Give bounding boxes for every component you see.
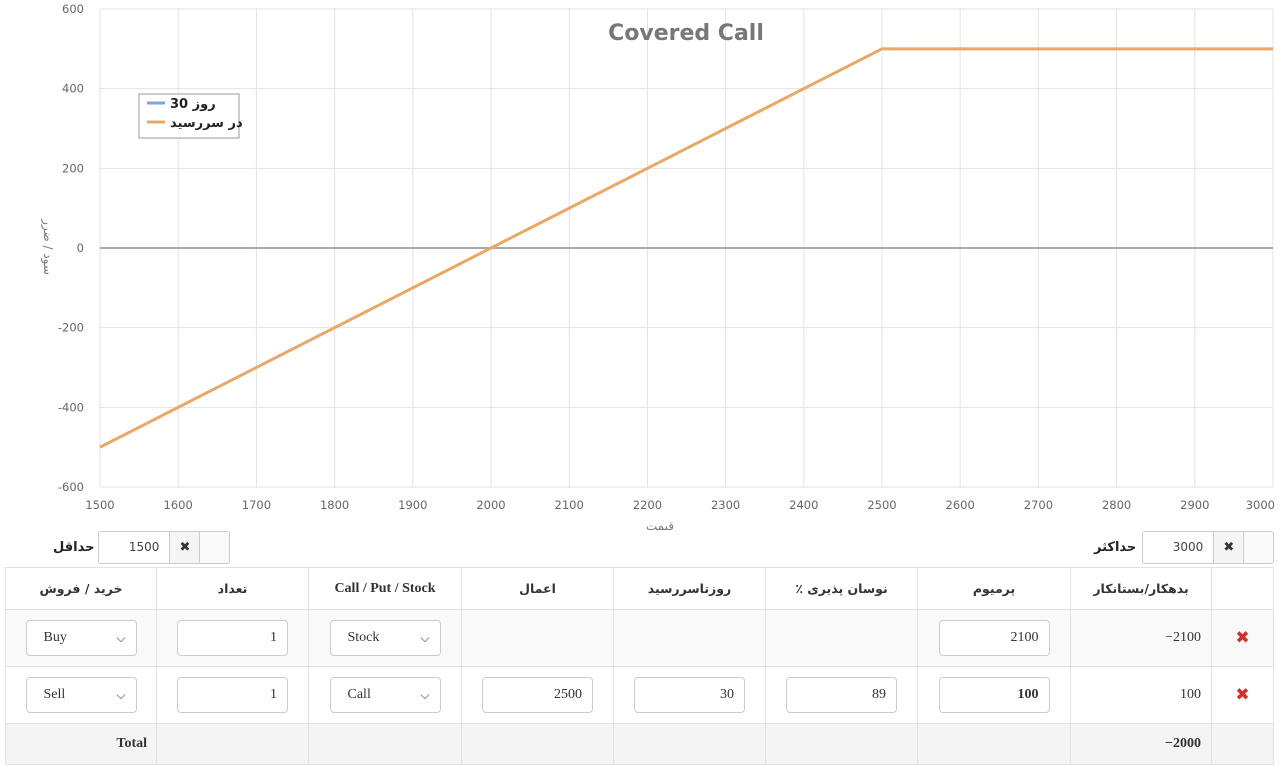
max-label: حداکثر xyxy=(1094,540,1137,555)
strike-cell xyxy=(461,609,614,667)
total-row: Total −2000 xyxy=(5,723,1274,765)
x-tick-label: 1700 xyxy=(242,498,271,512)
table-header-row: خرید / فروش تعداد Call / Put / Stock اعم… xyxy=(5,567,1274,610)
type-value: Call xyxy=(347,687,371,702)
y-tick-label: 400 xyxy=(62,82,84,96)
chevron-down-icon: ⌵ xyxy=(116,687,126,702)
chevron-down-icon: ⌵ xyxy=(420,630,430,645)
type-value: Stock xyxy=(347,630,380,645)
y-tick-label: 600 xyxy=(62,2,84,16)
chart-legend: 30 روز در سررسید xyxy=(138,93,243,139)
y-axis-ticks: -600 -400 -200 0 200 400 600 xyxy=(58,2,84,494)
side-value: Sell xyxy=(43,687,66,702)
side-select[interactable]: Buy ⌵ xyxy=(25,620,137,656)
header-side: خرید / فروش xyxy=(5,567,157,610)
delete-row-icon[interactable]: ✖ xyxy=(1235,685,1250,705)
x-tick-label: 1600 xyxy=(164,498,193,512)
header-volatility: ٪ نوسان پذیری xyxy=(765,567,918,610)
header-debit-credit: بدهکار/بستانکار xyxy=(1070,567,1212,610)
volatility-cell xyxy=(765,609,918,667)
min-label: حداقل xyxy=(53,540,95,555)
side-value: Buy xyxy=(43,630,67,645)
header-premium: پرمیوم xyxy=(917,567,1071,610)
x-tick-label: 2400 xyxy=(789,498,818,512)
y-axis-label: سود / ضرر xyxy=(40,218,55,275)
debit-credit-value: 100 xyxy=(1070,666,1212,724)
x-tick-label: 2900 xyxy=(1180,498,1209,512)
y-tick-label: 0 xyxy=(77,241,84,255)
max-clear-button[interactable]: ✖ xyxy=(1214,531,1245,564)
side-select[interactable]: Sell ⌵ xyxy=(25,677,137,713)
strike-input[interactable]: 2500 xyxy=(482,677,593,713)
header-days: روزتاسررسید xyxy=(613,567,766,610)
volatility-input[interactable]: 89 xyxy=(786,677,897,713)
x-tick-label: 2600 xyxy=(946,498,975,512)
chevron-down-icon: ⌵ xyxy=(116,630,126,645)
legend-label-30-days: 30 روز xyxy=(170,97,216,112)
series-line-1 xyxy=(99,47,1273,449)
y-tick-label: 200 xyxy=(62,161,84,175)
max-range-group: حداکثر 3000 ✖ xyxy=(1094,531,1275,564)
x-tick-label: 2500 xyxy=(867,498,896,512)
type-select[interactable]: Stock ⌵ xyxy=(329,620,441,656)
x-tick-label: 2200 xyxy=(633,498,662,512)
min-range-group: حداقل 1500 ✖ xyxy=(53,531,231,564)
max-extra-button[interactable] xyxy=(1244,531,1275,564)
y-tick-label: -400 xyxy=(58,400,84,414)
x-axis-ticks: 1500 1600 1700 1800 1900 2000 2100 2200 2300 2400… xyxy=(85,498,1275,512)
days-to-expiry-input[interactable]: 30 xyxy=(634,677,745,713)
header-qty: تعداد xyxy=(156,567,309,610)
x-tick-label: 1900 xyxy=(398,498,427,512)
x-tick-label: 3000 xyxy=(1246,498,1275,512)
premium-input[interactable]: 100 xyxy=(938,677,1050,713)
x-tick-label: 1800 xyxy=(320,498,349,512)
debit-credit-value: −2100 xyxy=(1070,609,1212,667)
x-tick-label: 2700 xyxy=(1024,498,1053,512)
type-select[interactable]: Call ⌵ xyxy=(329,677,441,713)
total-label: Total xyxy=(5,723,157,765)
chevron-down-icon: ⌵ xyxy=(420,687,430,702)
x-tick-label: 2800 xyxy=(1102,498,1131,512)
quantity-input[interactable]: 1 xyxy=(177,620,288,656)
x-axis-label: قیمت xyxy=(646,519,674,530)
chart-title: Covered Call xyxy=(608,21,764,46)
legend-label-expiry: در سررسید xyxy=(170,116,243,131)
legs-table: خرید / فروش تعداد Call / Put / Stock اعم… xyxy=(5,567,1274,765)
x-tick-label: 1500 xyxy=(85,498,114,512)
max-input[interactable]: 3000 xyxy=(1142,531,1215,564)
quantity-input[interactable]: 1 xyxy=(177,677,288,713)
header-strike: اعمال xyxy=(461,567,614,610)
total-value: −2000 xyxy=(1070,723,1212,765)
y-tick-label: -200 xyxy=(58,321,84,335)
x-tick-label: 2300 xyxy=(711,498,740,512)
series-lines xyxy=(99,47,1273,449)
table-row: Sell ⌵ 1 Call ⌵ 2500 30 89 100 100 ✖ xyxy=(5,666,1274,724)
days-cell xyxy=(613,609,766,667)
min-clear-button[interactable]: ✖ xyxy=(170,531,201,564)
x-tick-label: 2100 xyxy=(555,498,584,512)
x-tick-label: 2000 xyxy=(476,498,505,512)
delete-row-icon[interactable]: ✖ xyxy=(1235,628,1250,648)
header-type: Call / Put / Stock xyxy=(308,567,462,610)
premium-input[interactable]: 2100 xyxy=(938,620,1050,656)
min-extra-button[interactable] xyxy=(200,531,231,564)
header-delete xyxy=(1211,567,1274,610)
y-tick-label: -600 xyxy=(58,480,84,494)
table-row: Buy ⌵ 1 Stock ⌵ 2100 −2100 ✖ xyxy=(5,609,1274,667)
min-input[interactable]: 1500 xyxy=(98,531,171,564)
